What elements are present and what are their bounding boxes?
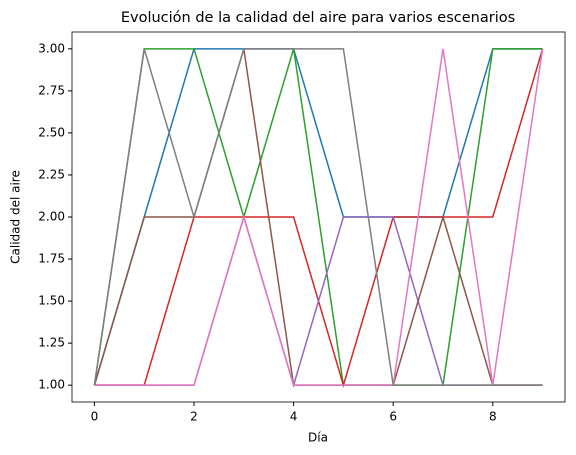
- y-tick-label: 3.00: [38, 41, 65, 55]
- y-tick-label: 1.25: [38, 336, 65, 350]
- y-tick-label: 2.75: [38, 83, 65, 97]
- x-axis-label: Día: [308, 431, 328, 445]
- x-tick-label: 2: [190, 410, 198, 424]
- x-tick-label: 4: [290, 410, 298, 424]
- x-tick-label: 6: [389, 410, 397, 424]
- y-tick-label: 2.25: [38, 167, 65, 181]
- y-tick-label: 2.00: [38, 210, 65, 224]
- chart-title: Evolución de la calidad del aire para va…: [121, 10, 515, 26]
- series-line: [93, 48, 543, 386]
- y-tick-label: 1.00: [38, 378, 65, 392]
- x-tick-label: 8: [489, 410, 497, 424]
- x-tick-label: 0: [91, 410, 99, 424]
- y-tick-label: 2.50: [38, 125, 65, 139]
- plot-frame: [71, 31, 566, 403]
- y-axis-label: Calidad del aire: [9, 170, 23, 264]
- series-line: [94, 48, 544, 386]
- y-tick-label: 1.75: [38, 252, 65, 266]
- series-line: [94, 214, 543, 388]
- y-tick-label: 1.50: [38, 294, 65, 308]
